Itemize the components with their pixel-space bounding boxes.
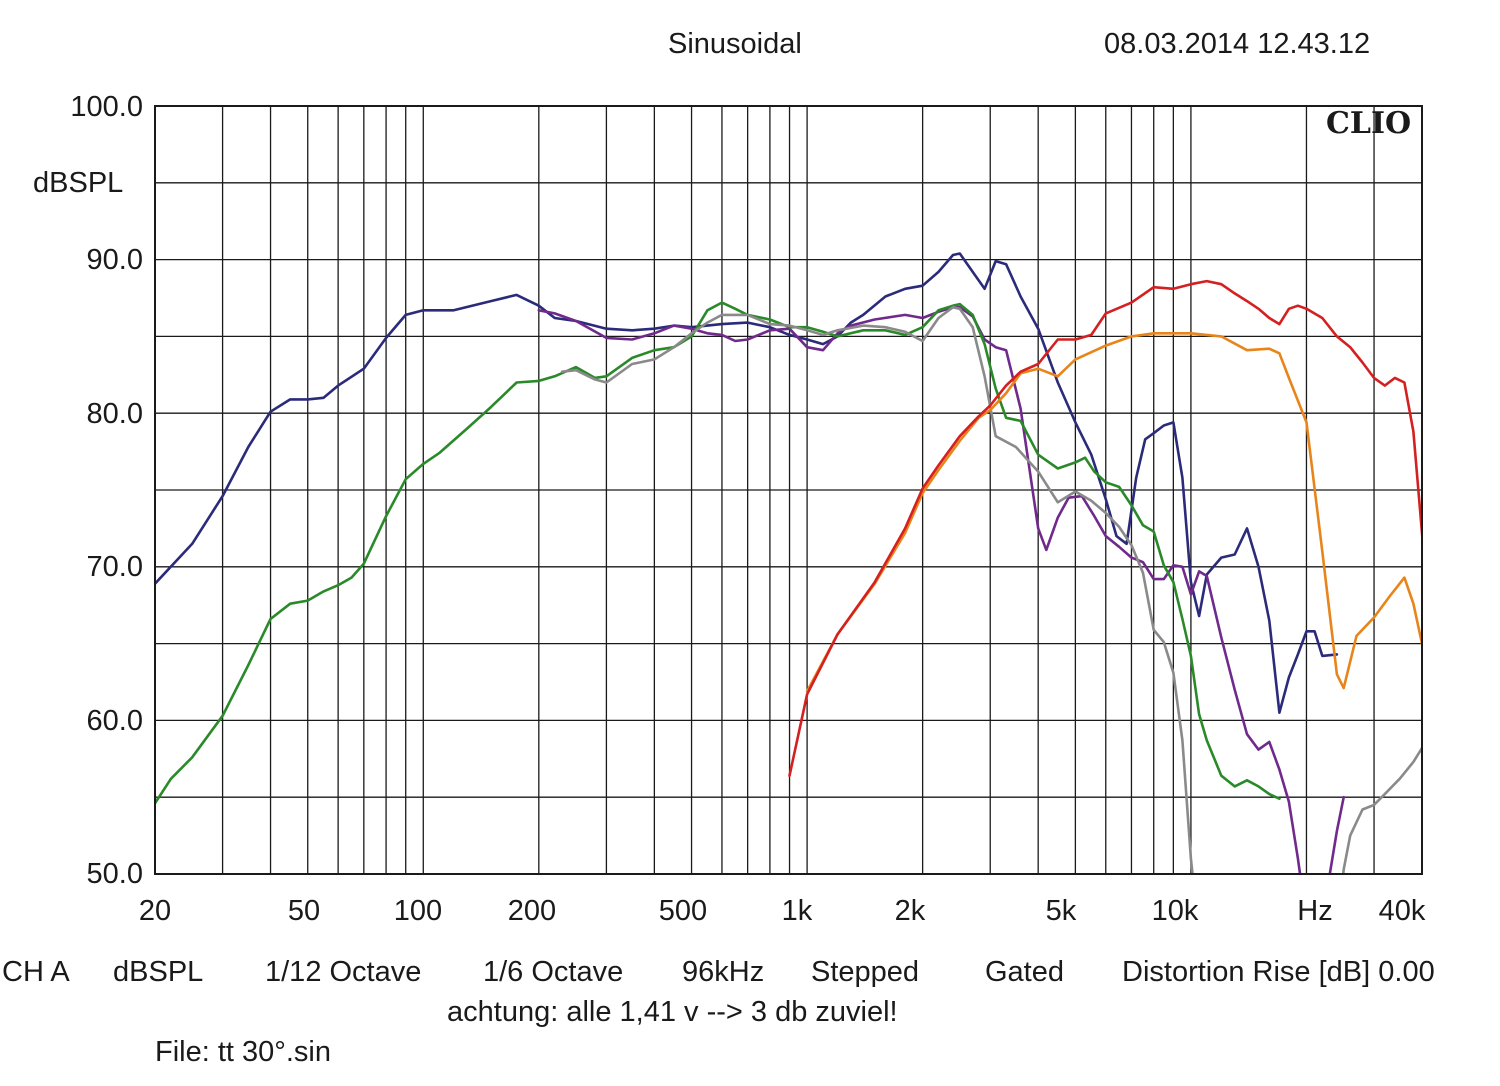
note-text: achtung: alle 1,41 v --> 3 db zuviel!: [447, 996, 898, 1028]
y-tick-label: 100.0: [70, 91, 143, 123]
sample-rate-label: 96kHz: [682, 956, 765, 988]
file-label: File: tt 30°.sin: [155, 1036, 331, 1068]
x-axis-unit: Hz: [1297, 895, 1333, 927]
y-axis-unit: dBSPL: [33, 167, 124, 199]
y-tick-label: 90.0: [86, 244, 143, 276]
series-line-red: [788, 279, 1422, 778]
timestamp: 08.03.2014 12.43.12: [1104, 28, 1371, 60]
x-tick-label: 500: [658, 895, 708, 927]
x-tick-label: 1k: [781, 895, 813, 927]
x-tick-label: 20: [138, 895, 172, 927]
y-tick-label: 70.0: [86, 551, 143, 583]
chart-title: Sinusoidal: [668, 28, 802, 60]
series-line-gray: [560, 305, 1422, 874]
x-tick-label: 5k: [1045, 895, 1077, 927]
x-tick-label: 40k: [1378, 895, 1426, 927]
smoothing-label: 1/12 Octave: [265, 956, 422, 988]
y-tick-label: 60.0: [86, 705, 143, 737]
x-tick-label: 10k: [1151, 895, 1199, 927]
x-tick-label: 50: [287, 895, 321, 927]
series-line-orange: [805, 331, 1422, 693]
channel-label: CH A: [2, 956, 70, 988]
x-tick-label: 100: [393, 895, 443, 927]
series-line-purple: [537, 305, 1345, 874]
series-group: [155, 252, 1422, 874]
x-tick-label: 2k: [894, 895, 926, 927]
grid: [155, 106, 1422, 874]
distortion-label: Distortion Rise [dB] 0.00: [1122, 956, 1435, 988]
x-tick-label: 200: [507, 895, 557, 927]
sweep-label: Stepped: [811, 956, 920, 988]
y-tick-label: 80.0: [86, 398, 143, 430]
plot-frame: [154, 105, 1423, 875]
clio-logo: CLIO: [1326, 106, 1412, 141]
y-tick-label: 50.0: [86, 858, 143, 890]
unit-label: dBSPL: [113, 956, 204, 988]
series-line-green: [155, 301, 1281, 805]
resolution-label: 1/6 Octave: [483, 956, 624, 988]
window-label: Gated: [985, 956, 1064, 988]
